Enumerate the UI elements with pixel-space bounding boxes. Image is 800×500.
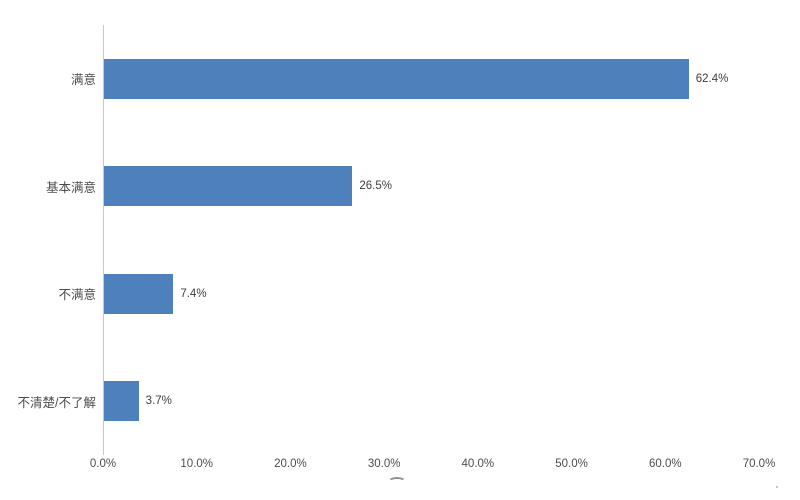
x-tick-label: 30.0% [367,458,401,470]
bar-row: 62.4% [104,25,760,133]
x-axis-tick-labels: 0.0% 10.0% 20.0% 30.0% 40.0% 50.0% 60.0%… [90,458,775,474]
category-label: 满意 [70,73,96,88]
x-tick-label: 70.0% [742,458,776,470]
bar-row: 3.7% [104,348,760,456]
bar-unsatisfied [104,273,174,314]
bar-value-label: 7.4% [180,287,207,300]
category-labels: 满意 基本满意 不满意 不清楚/不了解 [0,25,96,455]
bar-unclear [104,381,139,422]
bar-row: 7.4% [104,240,760,348]
bar-basically-satisfied [104,166,353,207]
category-label: 不满意 [58,288,96,303]
bar-satisfied [104,58,689,99]
bar-row: 26.5% [104,133,760,241]
category-label: 不清楚/不了解 [17,395,96,410]
watermark-arc-artifact [388,477,406,486]
category-axis-line [103,25,104,455]
bar-value-label: 62.4% [695,72,729,85]
category-label: 基本满意 [45,180,96,195]
bar-value-label: 3.7% [145,395,172,408]
x-tick-label: 10.0% [180,458,214,470]
x-tick-label: 60.0% [648,458,682,470]
x-tick-label: 50.0% [555,458,588,470]
x-tick-label: 40.0% [461,458,495,470]
x-tick-label: 20.0% [274,458,307,470]
dot-artifact [776,486,778,488]
bar-value-label: 26.5% [359,180,392,193]
x-tick-label: 0.0% [89,458,117,470]
plot-area: 62.4% 26.5% 7.4% 3.7% [104,25,760,455]
